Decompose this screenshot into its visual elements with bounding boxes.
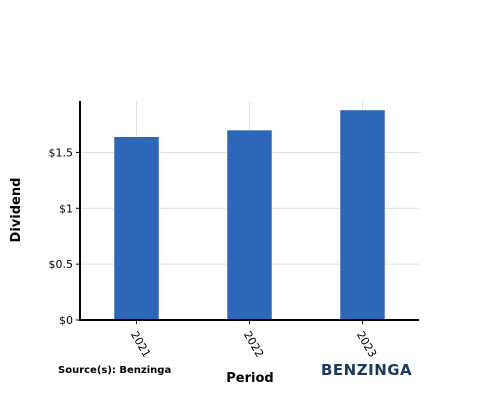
bar-2023 <box>339 109 386 321</box>
x-axis-title: Period <box>226 371 273 386</box>
y-tick-label: $0.5 <box>49 258 74 271</box>
y-axis-title: Dividend <box>9 178 24 243</box>
logo-text: BENZINGA <box>321 361 412 379</box>
benzinga-logo: BENZINGA <box>321 361 412 379</box>
x-tick-label: 2023 <box>354 329 379 360</box>
tick-labels: $0 $0.5 $1 $1.5 2021 2022 2023 <box>49 146 380 359</box>
bar-2022 <box>226 129 273 321</box>
source-note: Source(s): Benzinga <box>58 365 171 376</box>
y-tick-label: $0 <box>59 314 73 327</box>
x-tick-label: 2021 <box>128 329 153 360</box>
bar-2021 <box>113 136 160 321</box>
axes <box>76 101 419 324</box>
x-tick-label: 2022 <box>241 329 266 360</box>
bars <box>113 109 386 321</box>
y-tick-label: $1 <box>59 202 73 215</box>
y-tick-label: $1.5 <box>49 146 74 159</box>
